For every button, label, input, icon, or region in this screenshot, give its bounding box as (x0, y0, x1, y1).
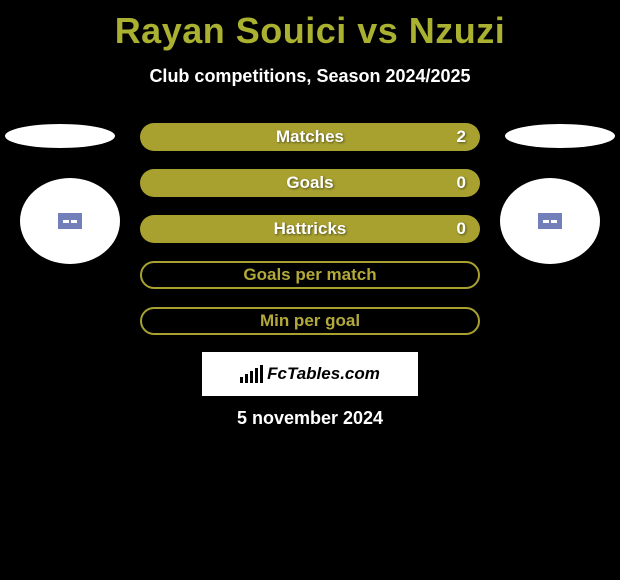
stat-label: Goals (286, 173, 333, 193)
brand-box: FcTables.com (202, 352, 418, 396)
subtitle: Club competitions, Season 2024/2025 (0, 66, 620, 87)
stat-label: Min per goal (260, 311, 360, 331)
left-team-badge (20, 178, 120, 264)
left-team-ellipse (5, 124, 115, 148)
stat-row-min-per-goal: Min per goal (140, 307, 480, 335)
stat-row-goals: Goals 0 (140, 169, 480, 197)
date-text: 5 november 2024 (237, 408, 383, 429)
page-title: Rayan Souici vs Nzuzi (0, 0, 620, 52)
right-team-ellipse (505, 124, 615, 148)
stat-value: 2 (457, 127, 466, 147)
right-team-badge (500, 178, 600, 264)
stat-row-matches: Matches 2 (140, 123, 480, 151)
placeholder-jersey-icon (58, 213, 82, 229)
brand-chart-icon (240, 365, 263, 383)
stat-label: Hattricks (274, 219, 347, 239)
stat-value: 0 (457, 219, 466, 239)
placeholder-jersey-icon (538, 213, 562, 229)
brand-text: FcTables.com (267, 364, 380, 384)
stat-label: Goals per match (243, 265, 376, 285)
stat-row-hattricks: Hattricks 0 (140, 215, 480, 243)
stats-panel: Matches 2 Goals 0 Hattricks 0 Goals per … (140, 123, 480, 353)
stat-label: Matches (276, 127, 344, 147)
stat-value: 0 (457, 173, 466, 193)
stat-row-goals-per-match: Goals per match (140, 261, 480, 289)
